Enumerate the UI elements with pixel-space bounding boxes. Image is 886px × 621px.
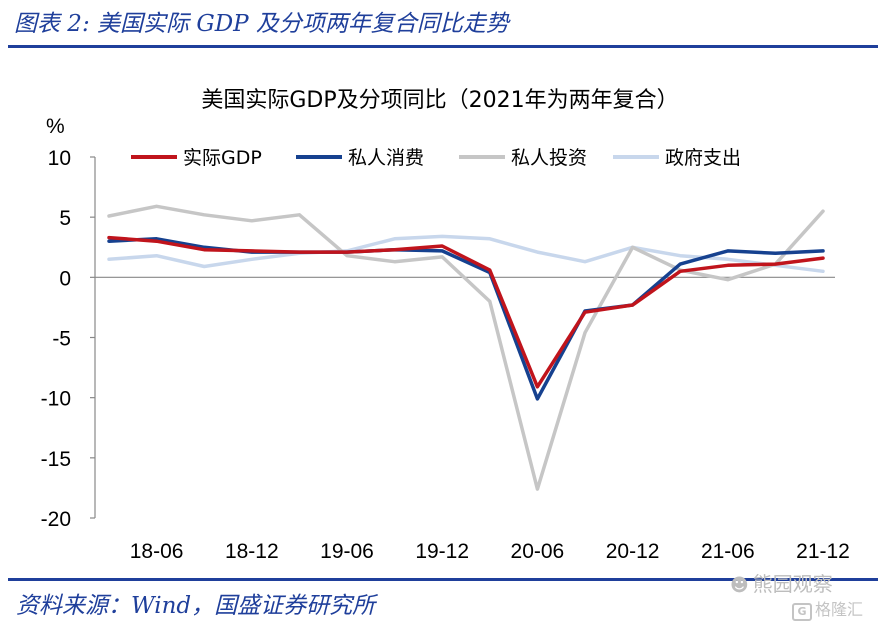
y-tick-label: -15: [41, 448, 71, 471]
y-tick-label: 5: [59, 207, 71, 230]
y-tick-label: -10: [41, 388, 71, 411]
legend-label-0: 实际GDP: [183, 147, 262, 169]
x-tick-label: 19-06: [320, 540, 374, 563]
x-tick-label: 21-12: [796, 540, 850, 563]
platform-watermark: G 格隆汇: [792, 596, 863, 621]
y-tick-label: -20: [41, 508, 71, 531]
y-tick-label: 10: [48, 147, 71, 170]
x-tick-label: 20-12: [606, 540, 660, 563]
x-tick-label: 18-06: [130, 540, 184, 563]
legend-label-3: 政府支出: [665, 147, 741, 169]
x-tick-label: 19-12: [415, 540, 469, 563]
chart-title: 美国实际GDP及分项同比（2021年为两年复合）: [201, 88, 678, 113]
series-line-0: [107, 235, 825, 389]
platform-name: 格隆汇: [815, 600, 864, 619]
wechat-watermark: ☻ 熊园观察: [730, 568, 833, 597]
title-rule: [8, 45, 878, 48]
figure-title: 图表 2: 美国实际 GDP 及分项两年复合同比走势: [14, 11, 509, 37]
y-tick-label: 0: [59, 267, 71, 290]
series-line-1: [107, 237, 825, 401]
series-layer: [107, 204, 825, 491]
x-tick-label: 18-12: [225, 540, 279, 563]
gelonghui-logo-icon: G: [792, 603, 812, 621]
y-tick-label: -5: [52, 328, 71, 351]
x-tick-label: 21-06: [701, 540, 755, 563]
legend: 实际GDP 私人消费 私人投资 政府支出: [131, 147, 741, 169]
y-axis-unit-label: %: [46, 115, 65, 138]
legend-label-2: 私人投资: [511, 147, 587, 169]
series-line-2: [107, 204, 825, 491]
legend-label-1: 私人消费: [348, 147, 424, 169]
x-tick-label: 20-06: [511, 540, 565, 563]
wechat-account-name: 熊园观察: [752, 572, 833, 596]
source-rule: [8, 578, 878, 581]
source-note: 资料来源：Wind，国盛证券研究所: [16, 593, 376, 619]
wechat-icon: ☻: [730, 575, 749, 596]
axes: 10 5 0 -5 -10 -15 -20 18-06 18-12 19-06 19-12 20-06…: [41, 147, 850, 563]
